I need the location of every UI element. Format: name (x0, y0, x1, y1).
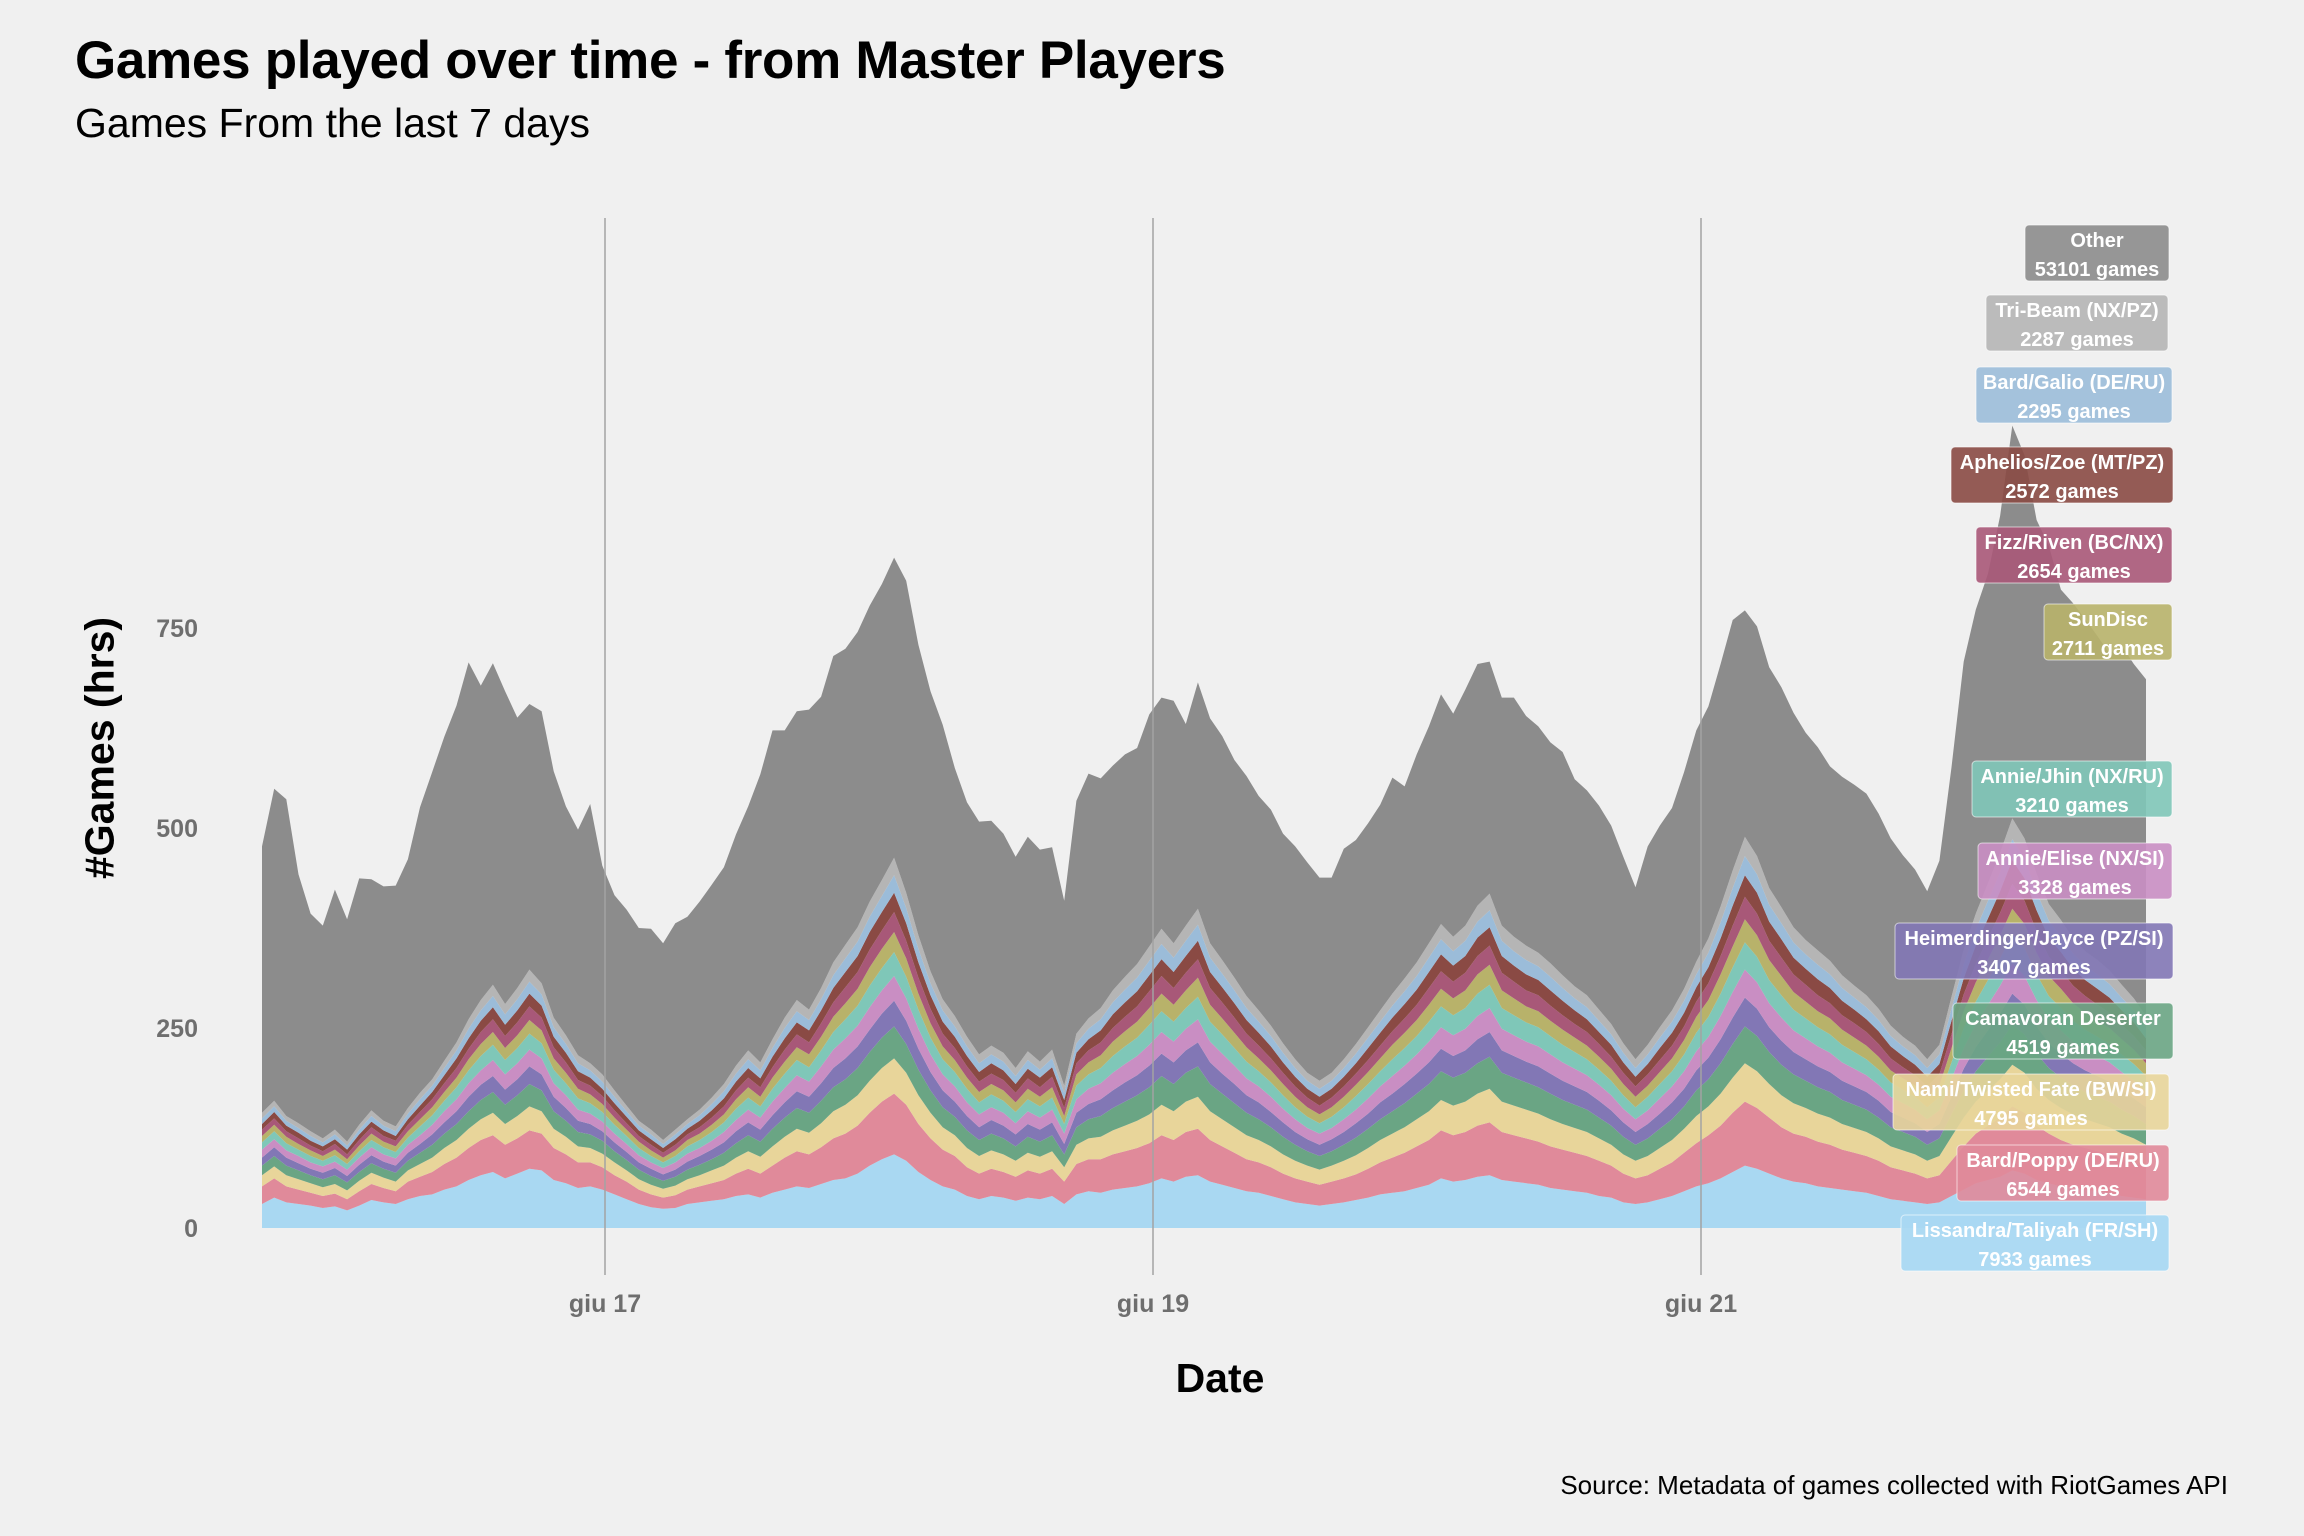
x-tick-label: giu 21 (1665, 1290, 1737, 1318)
label-name: Heimerdinger/Jayce (PZ/SI) (1905, 928, 2164, 950)
label-annie-elise-nx-si: Annie/Elise (NX/SI) 3328 games (1977, 842, 2173, 900)
label-count: 6544 games (2006, 1179, 2119, 1201)
chart-subtitle: Games From the last 7 days (75, 100, 590, 146)
label-name: Annie/Elise (NX/SI) (1986, 848, 2165, 870)
label-count: 2654 games (2017, 561, 2130, 583)
y-axis-ticks: 0 250 500 750 (156, 615, 198, 1243)
x-axis-ticks: giu 17 giu 19 giu 21 (569, 1290, 1737, 1318)
label-heimerdinger-jayce-pz-si: Heimerdinger/Jayce (PZ/SI) 3407 games (1894, 922, 2174, 980)
label-nami-twisted-fate-bw-si: Nami/Twisted Fate (BW/SI) 4795 games (1892, 1073, 2170, 1131)
label-name: Tri-Beam (NX/PZ) (1995, 300, 2158, 322)
label-box (1956, 1144, 2170, 1202)
label-box (1975, 366, 2173, 424)
label-box (1985, 294, 2169, 352)
label-name: Fizz/Riven (BC/NX) (1985, 532, 2164, 554)
label-box (1975, 526, 2173, 584)
label-count: 4795 games (1974, 1108, 2087, 1130)
label-lissandra-taliyah-fr-sh: Lissandra/Taliyah (FR/SH) 7933 games (1900, 1214, 2170, 1272)
x-tick-label: giu 19 (1117, 1290, 1189, 1318)
y-tick-label: 250 (156, 1015, 198, 1043)
y-tick-label: 500 (156, 815, 198, 843)
label-count: 2572 games (2005, 481, 2118, 503)
label-tri-beam-nx-pz: Tri-Beam (NX/PZ) 2287 games (1985, 294, 2169, 352)
label-fizz-riven-bc-nx: Fizz/Riven (BC/NX) 2654 games (1975, 526, 2173, 584)
x-axis-label: Date (1175, 1355, 1265, 1401)
label-camavoran-deserter: Camavoran Deserter 4519 games (1952, 1002, 2174, 1060)
label-box (1952, 1002, 2174, 1060)
label-bard-poppy-de-ru: Bard/Poppy (DE/RU) 6544 games (1956, 1144, 2170, 1202)
label-name: Other (2070, 230, 2124, 252)
label-count: 3407 games (1977, 957, 2090, 979)
area-lissandra-taliyah-fr-sh (262, 1154, 2146, 1228)
chart-title: Games played over time - from Master Pla… (75, 31, 1226, 90)
label-name: SunDisc (2068, 609, 2148, 631)
source-caption: Source: Metadata of games collected with… (1560, 1470, 2228, 1500)
area-nami-twisted-fate-bw-si (262, 1058, 2146, 1200)
area-layers (262, 425, 2146, 1228)
area-heimerdinger-jayce-pz-si (262, 993, 2146, 1183)
label-box (1977, 842, 2173, 900)
label-box (2024, 224, 2170, 282)
label-other: Other 53101 games (2024, 224, 2170, 282)
label-annie-jhin-nx-ru: Annie/Jhin (NX/RU) 3210 games (1971, 760, 2173, 818)
y-tick-label: 0 (184, 1215, 198, 1243)
label-box (1892, 1073, 2170, 1131)
label-sundisc: SunDisc 2711 games (2043, 603, 2173, 661)
series-labels: Lissandra/Taliyah (FR/SH) 7933 games Bard/… (1892, 224, 2174, 1272)
y-tick-label: 750 (156, 615, 198, 643)
label-count: 2287 games (2020, 329, 2133, 351)
area-camavoran-deserter (262, 1024, 2146, 1191)
label-name: Annie/Jhin (NX/RU) (1980, 766, 2163, 788)
label-count: 2295 games (2017, 401, 2130, 423)
label-aphelios-zoe-mt-pz: Aphelios/Zoe (MT/PZ) 2572 games (1950, 446, 2174, 504)
vertical-gridlines (604, 218, 1702, 1275)
label-name: Lissandra/Taliyah (FR/SH) (1912, 1220, 2158, 1242)
x-tick-label: giu 17 (569, 1290, 641, 1318)
label-name: Aphelios/Zoe (MT/PZ) (1960, 452, 2164, 474)
label-box (2043, 603, 2173, 661)
label-count: 7933 games (1978, 1249, 2091, 1271)
area-bard-poppy-de-ru (262, 1093, 2146, 1211)
label-name: Camavoran Deserter (1965, 1008, 2161, 1030)
label-box (1950, 446, 2174, 504)
area-other (262, 425, 2146, 1142)
label-count: 3328 games (2018, 877, 2131, 899)
label-bard-galio-de-ru: Bard/Galio (DE/RU) 2295 games (1975, 366, 2173, 424)
label-name: Bard/Poppy (DE/RU) (1966, 1150, 2159, 1172)
label-count: 53101 games (2035, 259, 2160, 281)
label-count: 2711 games (2052, 638, 2164, 660)
label-box (1894, 922, 2174, 980)
label-count: 4519 games (2006, 1037, 2119, 1059)
label-name: Nami/Twisted Fate (BW/SI) (1906, 1079, 2157, 1101)
label-box (1971, 760, 2173, 818)
label-box (1900, 1214, 2170, 1272)
label-count: 3210 games (2015, 795, 2128, 817)
label-name: Bard/Galio (DE/RU) (1983, 372, 2165, 394)
